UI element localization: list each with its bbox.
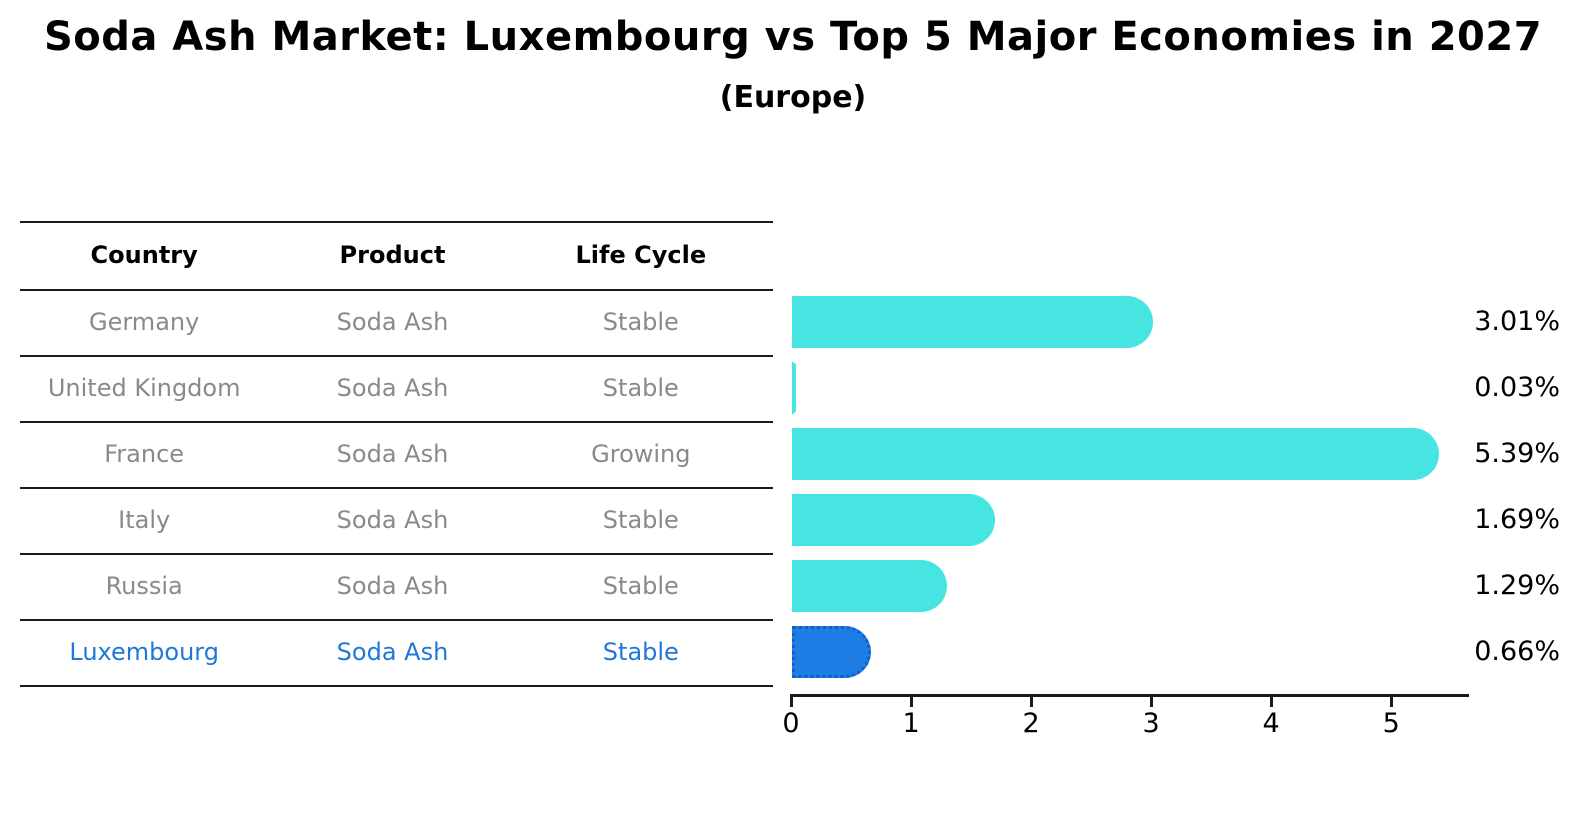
cell-country: Germany (89, 308, 200, 336)
cell-product: Soda Ash (336, 440, 449, 468)
cell-life-cycle: Stable (602, 572, 679, 600)
cell-life-cycle: Stable (602, 506, 679, 534)
value-label: 5.39% (1474, 438, 1560, 469)
x-tick-label: 4 (1262, 708, 1280, 739)
table-row: France Soda Ash Growing (20, 421, 765, 487)
table-divider (20, 487, 773, 489)
cell-country: Russia (105, 572, 183, 600)
cell-life-cycle: Stable (602, 374, 679, 402)
table-row: Italy Soda Ash Stable (20, 487, 765, 553)
bar (792, 296, 1154, 348)
table-divider (20, 221, 773, 223)
cell-country: France (104, 440, 185, 468)
page-title: Soda Ash Market: Luxembourg vs Top 5 Maj… (43, 14, 1543, 60)
table-row: Russia Soda Ash Stable (20, 553, 765, 619)
bar (792, 626, 872, 678)
cell-product: Soda Ash (336, 638, 449, 666)
table-row: Luxembourg Soda Ash Stable (20, 619, 765, 685)
table-divider (20, 421, 773, 423)
value-label: 0.66% (1474, 636, 1560, 667)
cell-life-cycle: Stable (602, 308, 679, 336)
x-tick (1389, 697, 1393, 707)
cell-product: Soda Ash (336, 308, 449, 336)
bar (792, 362, 796, 414)
x-tick-label: 1 (902, 708, 920, 739)
bar (792, 494, 995, 546)
x-tick-label: 2 (1022, 708, 1040, 739)
table-divider (20, 553, 773, 555)
page-subtitle: (Europe) (719, 80, 867, 115)
cell-life-cycle: Stable (602, 638, 679, 666)
bar (792, 428, 1439, 480)
x-tick (1149, 697, 1153, 707)
table-divider (20, 355, 773, 357)
table-header-row: Country Product Life Cycle (20, 221, 765, 289)
table-row: Germany Soda Ash Stable (20, 289, 765, 355)
x-tick-label: 5 (1382, 708, 1400, 739)
table-row: United Kingdom Soda Ash Stable (20, 355, 765, 421)
column-header-country: Country (90, 241, 198, 269)
cell-life-cycle: Growing (591, 440, 691, 468)
x-tick-label: 0 (782, 708, 800, 739)
x-tick (909, 697, 913, 707)
value-label: 0.03% (1474, 372, 1560, 403)
value-label: 3.01% (1474, 306, 1560, 337)
x-tick-label: 3 (1142, 708, 1160, 739)
value-label: 1.29% (1474, 570, 1560, 601)
cell-product: Soda Ash (336, 506, 449, 534)
cell-product: Soda Ash (336, 374, 449, 402)
table-divider (20, 685, 773, 687)
cell-country: Italy (118, 506, 171, 534)
bar (792, 560, 947, 612)
value-label: 1.69% (1474, 504, 1560, 535)
cell-country: United Kingdom (47, 374, 241, 402)
table-divider (20, 289, 773, 291)
x-axis-spine (790, 694, 1469, 697)
column-header-life-cycle: Life Cycle (575, 241, 707, 269)
table-divider (20, 619, 773, 621)
cell-country: Luxembourg (69, 638, 219, 666)
cell-product: Soda Ash (336, 572, 449, 600)
x-tick (789, 697, 793, 707)
column-header-product: Product (339, 241, 446, 269)
x-tick (1269, 697, 1273, 707)
x-tick (1029, 697, 1033, 707)
